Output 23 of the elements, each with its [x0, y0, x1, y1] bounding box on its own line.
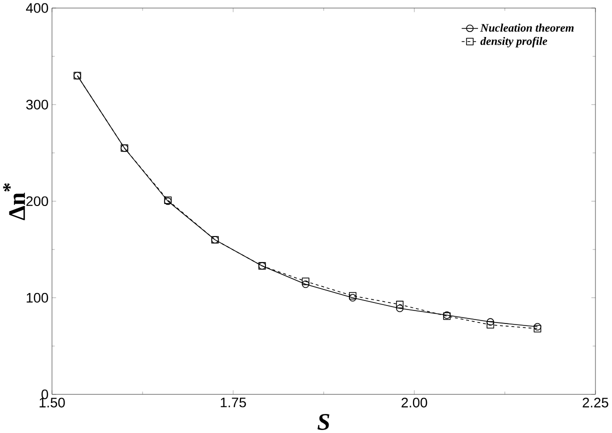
point — [302, 278, 310, 286]
x-axis-title: S — [318, 414, 330, 430]
legend-label: density profile — [480, 36, 548, 48]
point — [302, 280, 310, 288]
point — [486, 321, 494, 328]
point — [534, 322, 542, 330]
y-tick-label: 300 — [26, 100, 48, 110]
y-tick-label: 400 — [26, 3, 48, 13]
point — [396, 304, 404, 312]
x-tick-label: 2.00 — [402, 398, 428, 408]
x-tick-label: 1.50 — [40, 398, 65, 408]
point — [396, 300, 404, 308]
x-tick-label: 2.25 — [582, 398, 608, 408]
x-tick-label: 1.75 — [220, 398, 246, 408]
point — [348, 294, 356, 302]
point — [486, 318, 494, 326]
y-tick-label: 0 — [42, 389, 48, 400]
y-tick-label: 200 — [26, 196, 48, 206]
y-axis-title: Δn$^{*}$ — [3, 183, 25, 220]
y-tick-label: 100 — [26, 292, 48, 303]
point — [534, 324, 542, 332]
legend-label: Nucleation theorem — [480, 24, 574, 32]
point — [348, 292, 356, 300]
